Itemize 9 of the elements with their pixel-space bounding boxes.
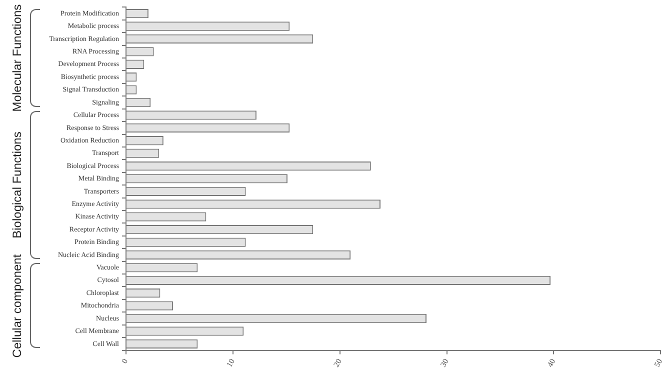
x-tick-label: 30 xyxy=(438,357,450,369)
x-tick-label: 40 xyxy=(546,357,558,369)
x-tick-label: 20 xyxy=(332,357,344,369)
x-tick-label: 10 xyxy=(224,357,236,369)
text: Biological Functions xyxy=(10,132,24,238)
x-tick-label: 0 xyxy=(120,357,130,366)
text: Molecular Functions xyxy=(10,4,24,112)
x-tick-label: 50 xyxy=(652,357,664,369)
text: Cellular component xyxy=(10,254,24,358)
